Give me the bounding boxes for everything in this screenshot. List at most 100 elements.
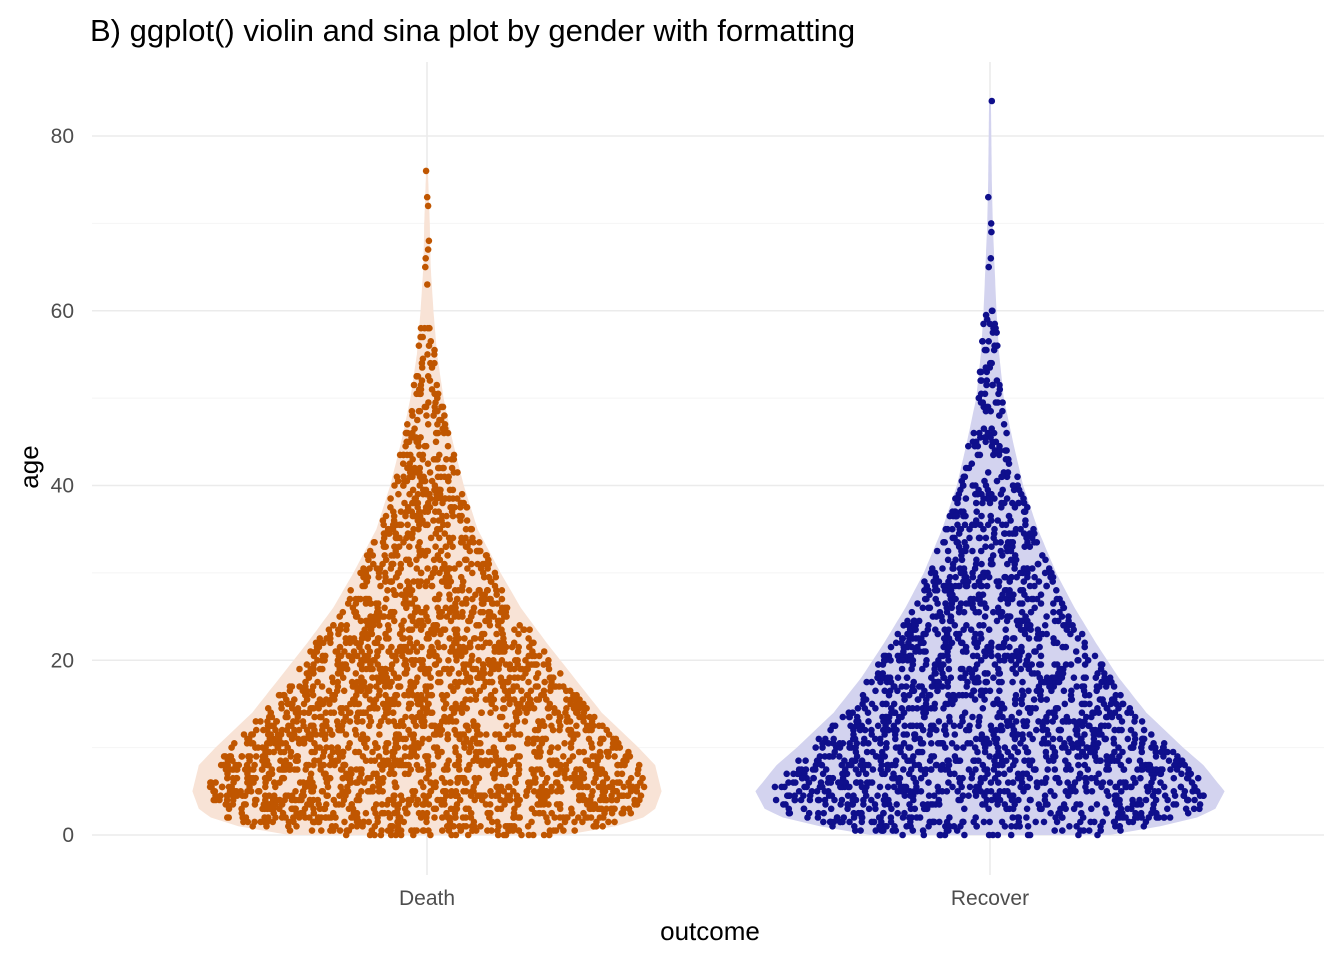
sina-point xyxy=(252,718,260,725)
sina-point xyxy=(475,657,482,664)
sina-point xyxy=(1113,792,1120,799)
sina-point xyxy=(928,683,936,690)
sina-point xyxy=(325,687,333,695)
sina-point xyxy=(915,635,922,642)
sina-point xyxy=(858,818,866,826)
sina-point xyxy=(459,700,467,708)
sina-point xyxy=(949,525,956,533)
sina-point xyxy=(524,665,531,673)
sina-point xyxy=(899,831,906,839)
sina-point xyxy=(388,796,396,804)
sina-point xyxy=(889,827,897,834)
sina-point xyxy=(994,517,1002,524)
sina-point xyxy=(1051,709,1058,716)
sina-point xyxy=(1131,718,1138,725)
sina-point xyxy=(836,753,843,760)
sina-point xyxy=(1004,600,1012,607)
sina-point xyxy=(455,512,463,520)
sina-point xyxy=(352,748,359,756)
sina-point xyxy=(431,346,438,354)
sina-point xyxy=(332,648,340,655)
sina-point xyxy=(928,766,935,773)
sina-point xyxy=(941,539,948,546)
sina-point xyxy=(1006,587,1013,594)
sina-point xyxy=(440,705,448,712)
sina-point xyxy=(516,731,524,738)
sina-point xyxy=(1086,700,1093,708)
sina-point xyxy=(467,696,474,703)
sina-point xyxy=(451,814,459,821)
sina-point xyxy=(948,600,955,607)
sina-point xyxy=(974,490,981,498)
sina-point xyxy=(987,722,995,730)
sina-point xyxy=(472,748,480,756)
sina-point xyxy=(387,665,395,673)
sina-point xyxy=(505,744,512,751)
sina-point xyxy=(991,757,998,764)
sina-point xyxy=(342,731,350,738)
sina-point xyxy=(815,735,823,743)
sina-point xyxy=(1088,805,1095,813)
sina-point xyxy=(914,748,922,756)
sina-point xyxy=(311,757,318,764)
sina-point xyxy=(890,709,897,716)
sina-point xyxy=(446,608,454,616)
sina-point xyxy=(1033,726,1040,734)
sina-point xyxy=(978,512,985,520)
sina-point xyxy=(545,801,552,808)
sina-point xyxy=(879,670,887,677)
sina-point xyxy=(514,801,522,808)
sina-point xyxy=(994,792,1002,799)
sina-point xyxy=(530,661,538,668)
sina-point xyxy=(1103,809,1110,817)
sina-point xyxy=(441,495,449,502)
sina-point xyxy=(433,381,441,389)
sina-point xyxy=(518,687,525,695)
sina-point xyxy=(961,805,968,813)
sina-point xyxy=(327,827,334,834)
sina-point xyxy=(548,722,555,730)
sina-point xyxy=(291,696,298,703)
sina-point xyxy=(439,814,446,821)
sina-point xyxy=(1166,814,1174,821)
sina-point xyxy=(469,569,476,577)
sina-point xyxy=(1167,766,1174,773)
sina-point xyxy=(847,722,854,730)
sina-point xyxy=(883,823,890,830)
sina-point xyxy=(1002,521,1010,529)
sina-point xyxy=(265,761,272,769)
sina-point xyxy=(382,665,389,673)
sina-point xyxy=(422,442,430,450)
sina-point xyxy=(469,687,477,695)
sina-point xyxy=(984,429,992,437)
sina-point xyxy=(987,779,995,786)
sina-point xyxy=(993,617,1001,625)
sina-point xyxy=(1053,595,1061,603)
sina-point xyxy=(955,490,963,498)
sina-point xyxy=(620,783,628,791)
sina-point xyxy=(987,512,994,520)
sina-point xyxy=(387,504,394,511)
sina-point xyxy=(939,670,946,677)
sina-point xyxy=(812,744,819,751)
sina-point xyxy=(954,788,961,795)
sina-point xyxy=(990,674,997,681)
sina-point xyxy=(406,648,414,655)
sina-point xyxy=(985,263,992,271)
sina-point xyxy=(977,399,985,406)
sina-point xyxy=(868,678,875,686)
sina-point xyxy=(1092,674,1100,681)
sina-point xyxy=(861,726,869,734)
sina-point xyxy=(357,595,364,603)
sina-point xyxy=(1017,740,1024,747)
sina-point xyxy=(909,635,916,642)
sina-point xyxy=(977,687,985,695)
sina-point xyxy=(925,691,933,699)
sina-point xyxy=(325,626,333,633)
sina-point xyxy=(548,744,555,751)
sina-point xyxy=(462,534,469,542)
sina-point xyxy=(617,761,625,769)
sina-point xyxy=(352,779,360,786)
sina-point xyxy=(1035,578,1043,585)
sina-point xyxy=(404,521,411,529)
